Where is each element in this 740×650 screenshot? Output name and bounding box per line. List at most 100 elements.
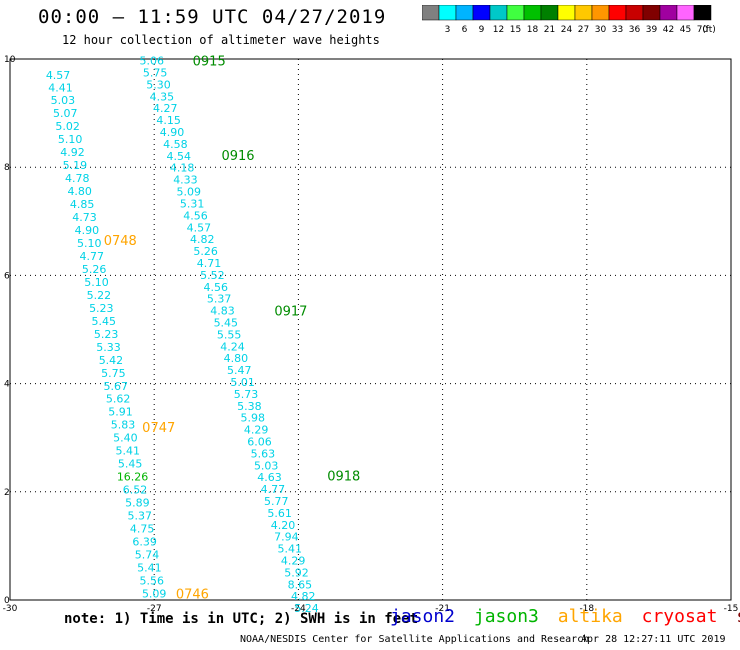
wave-height-point: 5.41 [277, 543, 302, 556]
y-tick-label: 2 [4, 488, 10, 498]
scale-tick-label: 39 [646, 25, 658, 35]
chart-title: 00:00 – 11:59 UTC 04/27/2019 [38, 6, 387, 28]
wave-height-point: 5.31 [180, 197, 205, 210]
wave-height-point: 4.03 [298, 614, 323, 615]
legend-altika: altika [557, 606, 623, 627]
y-tick-label: 10 [4, 55, 16, 65]
color-scale-legend: 3 6 9 12 15 18 21 24 27 30 33 36 39 42 45 70(ft) [422, 5, 716, 35]
wave-height-point: 5.89 [125, 497, 150, 510]
wave-height-point: 4.75 [130, 523, 155, 536]
scale-tick-label: 36 [629, 25, 641, 35]
chart-subtitle: 12 hour collection of altimeter wave hei… [62, 33, 380, 47]
scale-tick-label: 33 [612, 25, 623, 35]
wave-height-point: 5.10 [77, 237, 102, 250]
x-tick-label: -18 [579, 604, 594, 614]
plot-frame [9, 58, 732, 601]
y-tick-label: 0 [4, 596, 10, 606]
wave-height-point: 5.45 [118, 458, 143, 471]
wave-height-point: 5.07 [53, 107, 78, 120]
wave-height-point: 5.01 [230, 376, 255, 389]
wave-height-point: 6.52 [123, 484, 148, 497]
wave-height-point: 4.57 [46, 69, 71, 82]
wave-height-point: 5.09 [142, 588, 167, 601]
wave-height-point: 4.92 [60, 146, 85, 159]
wave-height-point: 4.83 [210, 305, 235, 318]
scale-tick-label: 27 [578, 25, 589, 35]
scale-tick-label: 15 [510, 25, 521, 35]
wave-height-point: 4.15 [156, 114, 181, 127]
wave-height-point: 5.41 [116, 445, 141, 458]
wave-height-point: 4.82 [291, 590, 316, 603]
wave-height-point: 5.47 [227, 364, 252, 377]
wave-height-point: 4.85 [70, 198, 95, 211]
wave-height-point: 4.63 [257, 471, 282, 484]
wave-height-point: 4.58 [163, 138, 188, 151]
x-tick-label: -15 [724, 604, 739, 614]
wave-height-point: 6.39 [132, 536, 157, 549]
scale-tick-label: 3 [445, 25, 451, 35]
scale-tick-label: 42 [663, 25, 674, 35]
wave-height-point: 7.94 [274, 531, 299, 544]
wave-height-point: 4.56 [183, 209, 208, 222]
wave-height-point: 5.02 [55, 120, 80, 133]
wave-height-point: 4.73 [72, 211, 97, 224]
wave-height-point: 5.56 [140, 575, 165, 588]
wave-height-point: 4.29 [244, 424, 269, 437]
pass-time-label: 0915 [193, 55, 226, 70]
wave-height-point: 4.77 [261, 483, 286, 496]
wave-height-point: 4.77 [79, 250, 104, 263]
satellite-legend: jason2 jason3 altika cryosat s3a [390, 606, 740, 627]
wave-height-point: 5.61 [267, 507, 292, 520]
wave-height-point: 5.33 [96, 341, 121, 354]
wave-height-point: 5.26 [193, 245, 218, 258]
scale-swatch [693, 5, 712, 21]
wave-height-point: 5.55 [217, 328, 242, 341]
x-tick-label: -21 [435, 604, 450, 614]
wave-height-point: 5.03 [254, 459, 279, 472]
wave-height-point: 4.27 [153, 102, 178, 115]
wave-height-point: 4.80 [67, 185, 92, 198]
legend-s3a: s3a [736, 606, 740, 627]
pass-time-label: 0918 [327, 470, 360, 485]
wave-height-point: 4.41 [48, 82, 73, 95]
wave-height-point: 4.57 [187, 221, 212, 234]
wave-height-point: 4.24 [220, 340, 245, 353]
wave-height-point: 5.74 [135, 549, 160, 562]
wave-height-point: 5.67 [103, 380, 128, 393]
wave-height-point: 8.65 [288, 578, 313, 591]
wave-height-point: 5.10 [58, 133, 83, 146]
wave-height-point: 5.42 [99, 354, 124, 367]
wave-height-point: 5.23 [94, 328, 119, 341]
wave-height-point: 4.78 [65, 172, 90, 185]
wave-height-plot: -30 -27 -24 -21 -18 -1502468104.574.415.035.0… [3, 55, 739, 615]
wave-height-point: 4.56 [203, 281, 228, 294]
wave-height-point: 5.98 [240, 412, 265, 425]
wave-height-point: 5.24 [294, 602, 319, 615]
wave-height-point: 4.35 [150, 90, 175, 103]
legend-jason2: jason2 [390, 606, 456, 627]
x-tick-label: -27 [147, 604, 162, 614]
wave-height-point: 5.83 [111, 419, 136, 432]
wave-height-point: 5.75 [101, 367, 126, 380]
y-tick-label: 4 [4, 380, 10, 390]
pass-time-label: 0747 [142, 421, 175, 436]
wave-height-point: 5.62 [106, 393, 131, 406]
wave-height-point: 5.37 [128, 510, 153, 523]
wave-height-point: 5.52 [200, 269, 225, 282]
scale-tick-label: 6 [462, 25, 468, 35]
scale-tick-label: 24 [561, 25, 573, 35]
wave-height-point: 5.45 [214, 316, 239, 329]
pass-time-label: 0748 [104, 234, 137, 249]
generated-timestamp: Apr 28 12:27:11 UTC 2019 [581, 634, 726, 645]
wave-height-point: 5.45 [91, 315, 116, 328]
wave-height-point: 16.26 [117, 471, 149, 484]
wave-height-point: 4.29 [281, 555, 306, 568]
wave-height-point: 4.82 [190, 233, 215, 246]
y-tick-label: 8 [4, 163, 10, 173]
wave-height-point: 5.91 [108, 406, 133, 419]
wave-height-point: 5.37 [207, 293, 232, 306]
wave-height-point: 5.06 [140, 55, 165, 68]
wave-height-point: 5.77 [264, 495, 289, 508]
wave-height-point: 5.73 [234, 388, 259, 401]
x-tick-label: -24 [291, 604, 306, 614]
